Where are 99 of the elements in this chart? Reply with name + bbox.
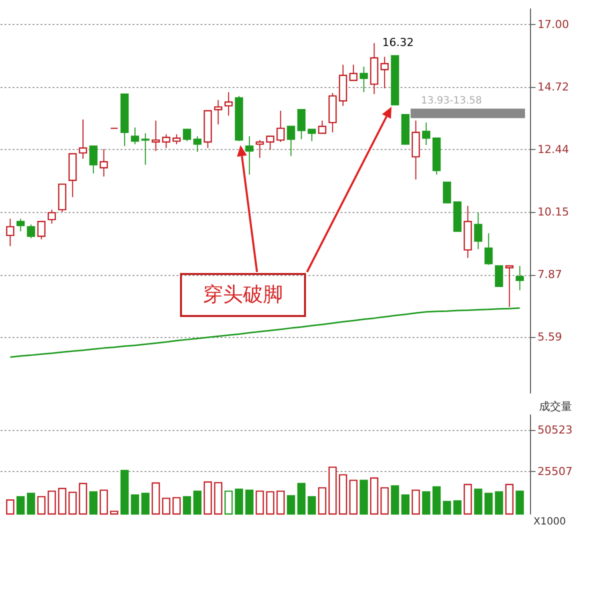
candlestick <box>422 122 430 146</box>
candlestick <box>266 136 274 150</box>
candlestick <box>308 128 316 142</box>
bar <box>286 495 296 515</box>
candlestick <box>484 232 493 266</box>
candlestick <box>89 146 98 174</box>
bar <box>89 491 98 515</box>
bar <box>422 491 430 515</box>
y-tick-label: 12.44 <box>538 142 569 156</box>
bar <box>162 498 170 515</box>
bar <box>360 480 368 515</box>
y-tick-label: 10.15 <box>538 206 569 219</box>
bar <box>26 492 36 515</box>
bar <box>68 492 77 515</box>
bar <box>370 477 378 515</box>
bar <box>48 490 56 515</box>
bar <box>100 490 108 515</box>
candlestick <box>474 212 482 250</box>
y-tick-label: 50523 <box>538 423 572 436</box>
bar <box>464 484 472 515</box>
bar <box>474 488 482 515</box>
candlestick <box>442 182 452 204</box>
bar <box>16 496 25 515</box>
candlestick <box>152 120 160 152</box>
candlestick <box>100 148 108 178</box>
band-label: 13.93-13.58 <box>421 96 482 107</box>
bar <box>58 488 66 515</box>
bar <box>484 492 493 515</box>
bar <box>297 482 306 515</box>
bar <box>224 490 233 515</box>
bar <box>494 491 504 515</box>
bar <box>204 481 212 515</box>
bar <box>349 480 358 515</box>
y-tick-label: 14.72 <box>538 80 569 94</box>
bar <box>276 490 285 515</box>
annotation: 16.32 <box>382 36 414 50</box>
bar <box>318 487 326 515</box>
bar <box>266 491 274 515</box>
bar <box>505 484 514 515</box>
candlestick <box>48 209 56 224</box>
bar <box>245 490 254 515</box>
candlestick <box>6 218 14 247</box>
annotation: 穿头破脚 <box>203 282 283 306</box>
bar <box>308 496 316 515</box>
bar <box>193 490 202 515</box>
y-axis-title: X1000 <box>534 516 566 528</box>
candlestick <box>256 140 264 158</box>
candlestick <box>286 126 296 156</box>
y-tick-label: 7.87 <box>538 268 562 282</box>
bar <box>328 466 337 515</box>
bar <box>120 470 129 515</box>
candlestick <box>16 218 25 232</box>
bar <box>110 510 118 515</box>
bar <box>256 490 264 515</box>
bar <box>182 496 192 515</box>
candlestick <box>380 56 389 89</box>
bar <box>214 482 222 515</box>
candlestick <box>297 109 306 140</box>
candlestick <box>78 119 88 160</box>
candlestick <box>130 126 140 145</box>
y-tick-label: 17.00 <box>538 18 569 31</box>
bar <box>390 485 400 515</box>
bar <box>130 494 140 515</box>
bar <box>412 490 420 515</box>
bar <box>37 496 46 515</box>
text: 成交量 <box>538 400 572 413</box>
bar <box>442 500 452 515</box>
candlestick <box>245 136 254 176</box>
bar <box>6 499 14 515</box>
candlestick <box>141 132 150 166</box>
candlestick <box>349 64 358 81</box>
bar <box>432 486 441 515</box>
bar <box>338 474 348 515</box>
candlestick <box>193 136 202 152</box>
y-tick-label: 25507 <box>538 464 572 478</box>
y-tick-label: 5.59 <box>538 330 562 344</box>
candlestick <box>172 134 181 145</box>
bar <box>152 482 160 515</box>
candlestick <box>516 265 524 291</box>
candlestick <box>318 120 326 134</box>
candlestick <box>224 92 233 116</box>
bar <box>380 487 389 515</box>
bar <box>172 497 181 515</box>
line-series <box>9 307 521 358</box>
candlestick <box>214 100 222 125</box>
bar <box>453 500 462 515</box>
candlestick <box>26 224 36 239</box>
candlestick <box>182 128 192 142</box>
bar <box>516 490 524 515</box>
candlestick <box>276 110 285 142</box>
candlestick <box>162 134 170 149</box>
bar <box>234 488 244 515</box>
bar <box>141 492 150 515</box>
bar <box>78 482 88 515</box>
candlestick <box>360 66 368 93</box>
bar <box>401 494 410 515</box>
candlestick <box>505 265 514 308</box>
candlestick <box>37 220 46 240</box>
candlestick <box>494 265 504 288</box>
